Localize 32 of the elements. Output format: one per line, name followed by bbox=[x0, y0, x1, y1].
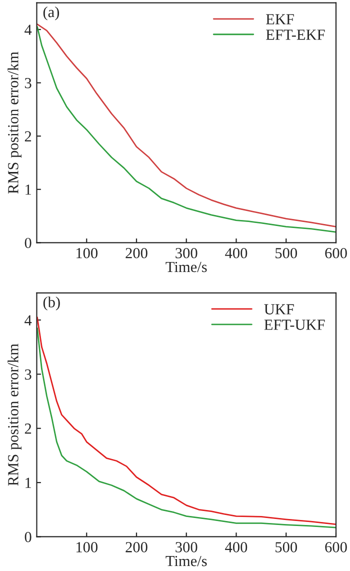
legend-label: UKF bbox=[264, 304, 294, 314]
annotation: (a) bbox=[43, 6, 60, 20]
y-tick-label: 0 bbox=[24, 532, 32, 542]
x-tick-label: 300 bbox=[176, 542, 198, 552]
y-tick-label: 3 bbox=[24, 78, 32, 88]
x-tick-label: 200 bbox=[126, 542, 148, 552]
y-tick-label: 1 bbox=[26, 184, 31, 195]
x-tick-label: 600 bbox=[325, 248, 347, 258]
x-tick-label: 300 bbox=[176, 248, 198, 258]
x-axis-title: Time/s bbox=[166, 262, 207, 272]
x-axis-title: Time/s bbox=[166, 556, 207, 566]
legend-label: EFT-UKF bbox=[264, 320, 325, 330]
y-tick-label: 4 bbox=[24, 24, 32, 35]
y-tick-label: 3 bbox=[24, 369, 32, 380]
x-tick-label: 100 bbox=[76, 542, 98, 552]
x-tick-label: 600 bbox=[325, 542, 347, 552]
x-tick-label: 100 bbox=[76, 248, 98, 258]
y-tick-label: 1 bbox=[26, 478, 31, 488]
y-axis-title: RMS position error/km bbox=[8, 344, 22, 486]
annotation: (b) bbox=[43, 296, 60, 310]
x-tick-label: 200 bbox=[126, 248, 148, 258]
y-axis-title: RMS position error/km bbox=[8, 52, 22, 194]
x-tick-label: 400 bbox=[225, 248, 248, 258]
legend-label: EFT-EKF bbox=[266, 30, 325, 40]
y-tick-label: 4 bbox=[24, 315, 32, 326]
y-tick-label: 0 bbox=[24, 238, 32, 248]
y-tick-label: 2 bbox=[24, 131, 32, 142]
x-tick-label: 500 bbox=[276, 542, 297, 552]
y-tick-label: 2 bbox=[24, 424, 32, 434]
x-tick-label: 500 bbox=[276, 248, 297, 258]
legend-label: EKF bbox=[266, 14, 294, 24]
x-tick-label: 400 bbox=[225, 542, 248, 552]
